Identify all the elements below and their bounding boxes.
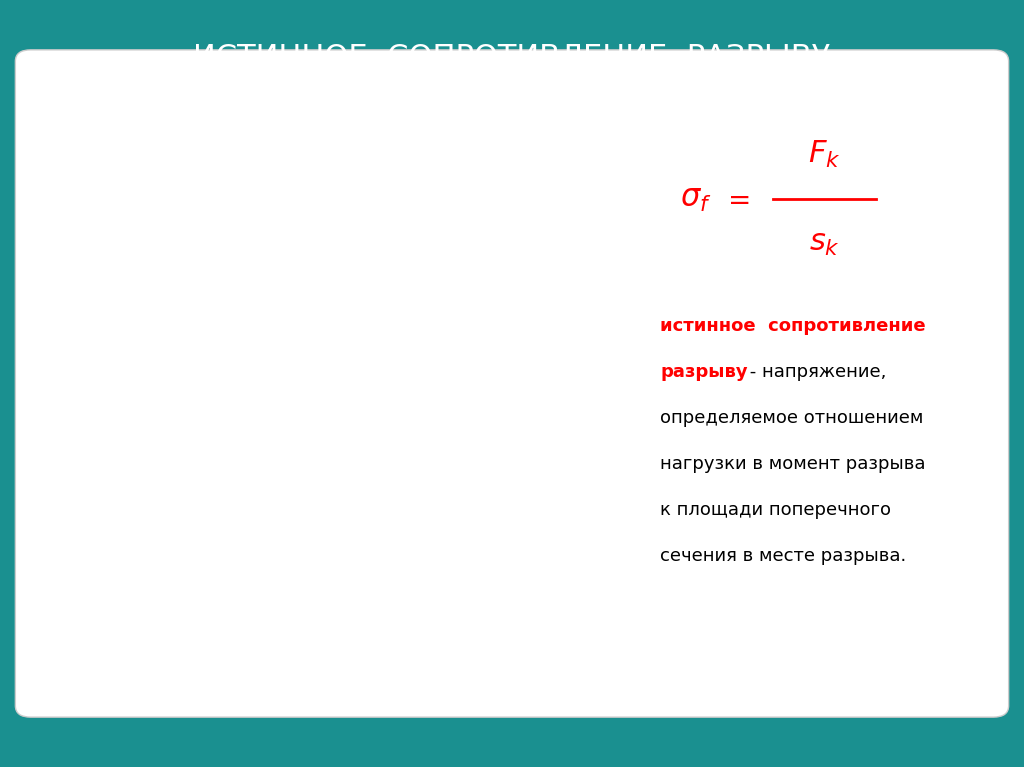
Text: $s_k$: $s_k$ (809, 229, 840, 258)
Text: $F_k$: $F_k$ (808, 140, 841, 170)
Text: разрыву: разрыву (660, 363, 749, 381)
Text: $F_{\kappa}$: $F_{\kappa}$ (506, 502, 530, 526)
Text: ИСТИННОЕ  СОПРОТИВЛЕНИЕ  РАЗРЫВУ: ИСТИННОЕ СОПРОТИВЛЕНИЕ РАЗРЫВУ (194, 43, 830, 72)
Text: истинное  сопротивление: истинное сопротивление (660, 317, 926, 335)
Text: $C$: $C$ (370, 188, 386, 207)
Text: нагрузки в момент разрыва: нагрузки в момент разрыва (660, 455, 926, 473)
Text: к площади поперечного: к площади поперечного (660, 501, 892, 519)
Text: $O$: $O$ (26, 680, 43, 698)
Text: $B$: $B$ (161, 324, 175, 342)
Text: - напряжение,: - напряжение, (744, 363, 887, 381)
Text: определяемое отношением: определяемое отношением (660, 409, 924, 427)
Text: $F$: $F$ (30, 131, 45, 151)
Text: $A$: $A$ (101, 321, 116, 340)
Text: $=$: $=$ (722, 186, 750, 213)
Text: $\sigma_f$: $\sigma_f$ (680, 185, 712, 214)
Text: $\Delta l$: $\Delta l$ (574, 686, 598, 707)
Text: $A'$: $A'$ (133, 390, 155, 410)
Text: сечения в месте разрыва.: сечения в месте разрыва. (660, 547, 906, 565)
